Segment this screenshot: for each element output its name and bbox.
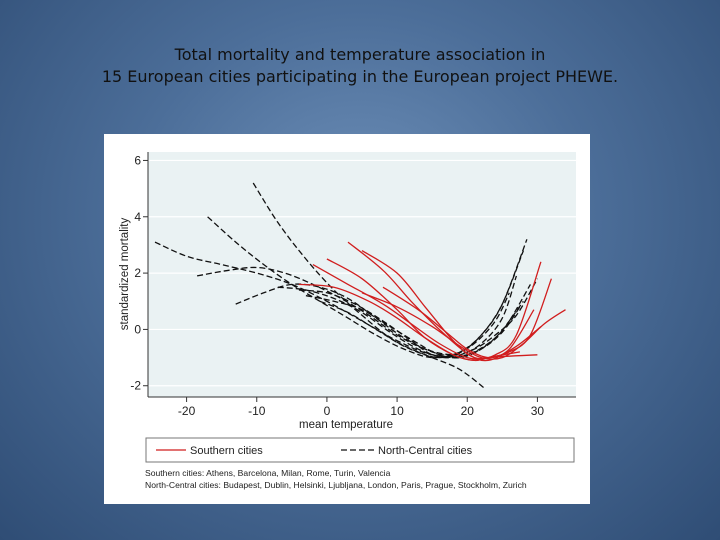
legend-southern-label: Southern cities: [190, 445, 263, 457]
y-tick-label: 6: [134, 153, 141, 167]
x-tick-label: 0: [324, 404, 331, 418]
southern-city-curve: [312, 264, 535, 360]
title-line-1: Total mortality and temperature associat…: [174, 45, 546, 64]
plot-area: [148, 152, 576, 397]
southern-city-curve: [361, 250, 542, 360]
series-layer: [154, 182, 566, 390]
southern-city-curve: [347, 241, 542, 362]
y-axis-title: standardized mortality: [119, 218, 131, 331]
y-tick-label: 0: [134, 322, 141, 336]
x-tick-label: 30: [531, 404, 545, 418]
north-central-city-curve: [319, 300, 486, 390]
legend-box: [145, 437, 575, 463]
x-tick-label: 10: [390, 404, 404, 418]
title-line-2: 15 European cities participating in the …: [101, 67, 619, 86]
legend-north-central-label: North-Central cities: [378, 445, 473, 457]
north-central-city-curve: [235, 283, 510, 356]
x-tick-label: 20: [461, 404, 475, 418]
north-central-city-curve: [277, 275, 518, 358]
southern-city-curve: [361, 292, 566, 360]
y-tick-label: -2: [130, 379, 141, 393]
southern-city-curve: [382, 278, 553, 359]
slide-title: Total mortality and temperature associat…: [0, 44, 720, 88]
x-axis-title: mean temperature: [299, 419, 393, 431]
north-central-city-curve: [207, 216, 525, 359]
chart-figure: -2 0 2 4 6 -20 -10 0 10 20 30 mean temperature sta…: [104, 134, 590, 504]
north-central-city-curve: [196, 266, 538, 356]
y-tick-label: 4: [134, 210, 141, 224]
north-central-city-curve: [298, 284, 531, 359]
north-central-cities-note: North-Central cities: Budapest, Dublin, …: [145, 480, 527, 490]
grid-layer: [148, 159, 576, 387]
legend: Southern cities North-Central cities: [145, 437, 575, 463]
x-tick-label: -20: [178, 404, 196, 418]
southern-cities-note: Southern cities: Athens, Barcelona, Mila…: [145, 468, 391, 478]
north-central-city-curve: [305, 294, 521, 359]
y-tick-label: 2: [134, 266, 141, 280]
x-tick-label: -10: [248, 404, 266, 418]
